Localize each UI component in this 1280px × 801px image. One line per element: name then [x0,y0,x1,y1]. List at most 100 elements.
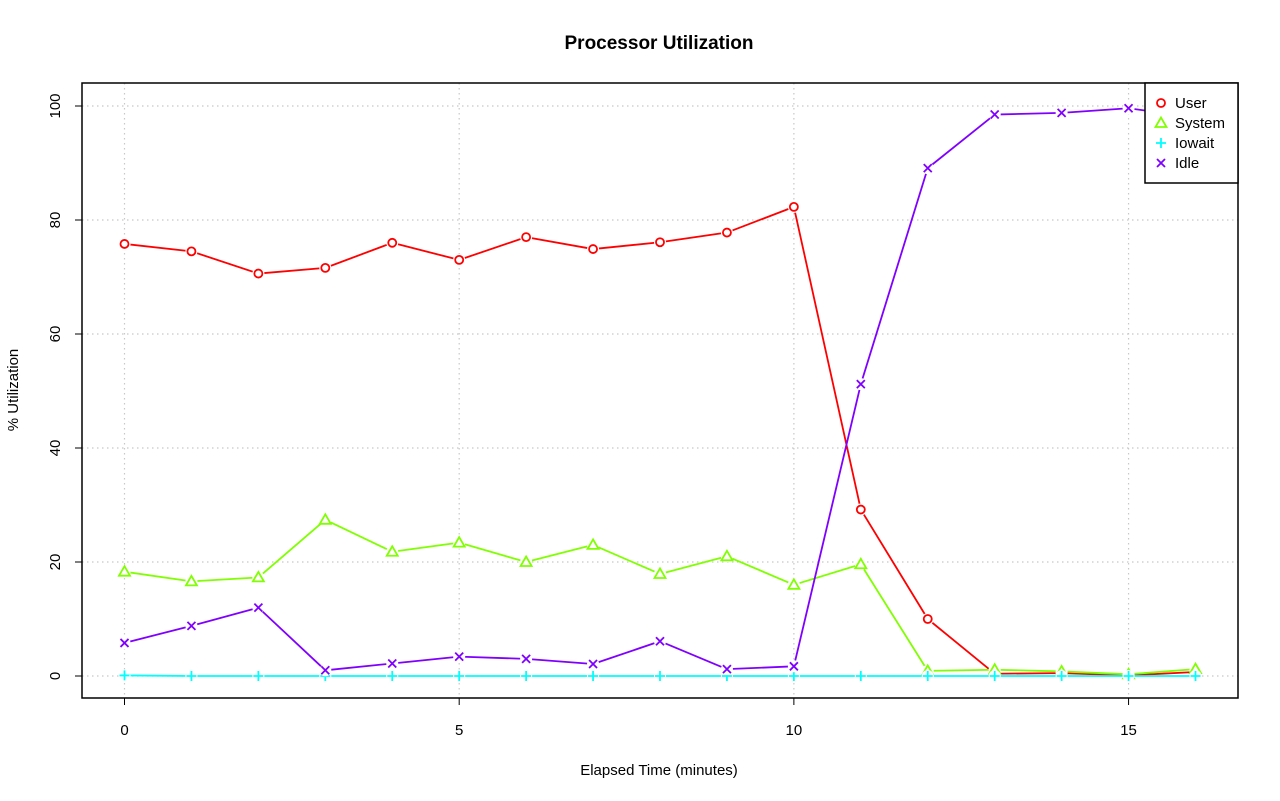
data-point-idle [1123,103,1134,113]
x-axis-label: Elapsed Time (minutes) [580,762,738,779]
data-point-idle [990,109,1000,120]
data-point-idle [856,379,866,389]
series-iowait [118,669,1202,682]
data-point-iowait [655,671,665,681]
data-point-idle [454,651,464,662]
y-tick-label: 80 [47,212,64,229]
series-line-idle [124,107,1196,672]
x-tick-label: 0 [120,722,128,739]
data-point-idle [923,163,933,173]
data-point-idle [588,659,598,669]
legend: User System Iowait Idle [1144,82,1239,184]
y-axis-label: % Utilization [5,349,22,432]
data-point-user [320,262,331,273]
y-tick-label: 100 [47,93,64,118]
data-point-user [454,254,465,265]
legend-item-iowait: Iowait [1156,135,1215,152]
legend-label-iowait: Iowait [1175,135,1215,152]
data-point-user [855,504,866,515]
x-tick-label: 10 [786,722,803,739]
marker-gap [252,571,265,584]
data-point-system [586,537,601,550]
series-line-user [124,205,1196,677]
marker-gap [854,558,867,571]
data-point-idle [521,654,531,664]
chart-title: Processor Utilization [565,33,754,54]
marker-gap [118,565,131,578]
y-tick-label: 20 [47,554,64,571]
data-point-iowait [1190,671,1201,681]
legend-label-system: System [1175,115,1225,132]
data-point-system [853,556,868,570]
data-point-system [184,574,199,587]
data-point-system [786,577,801,590]
y-tick-label: 0 [47,672,64,680]
data-point-system [652,566,668,579]
data-point-idle [722,664,732,674]
x-tick-label: 15 [1120,722,1137,739]
data-point-iowait [788,671,799,681]
x-tick-label: 5 [455,722,463,739]
marker-gap [520,556,533,568]
series-system [117,512,1203,681]
data-point-user [387,237,398,248]
data-point-iowait [521,671,532,681]
marker-gap [654,567,666,580]
data-point-system [519,554,534,567]
data-point-idle [789,661,799,671]
marker-gap [787,578,800,591]
data-point-iowait [1056,671,1067,681]
data-point-user [588,244,598,254]
data-point-iowait [253,671,264,681]
legend-marker-idle [1156,158,1166,168]
data-point-iowait [119,670,130,681]
marker-gap [319,513,332,526]
data-point-system [117,564,132,577]
data-point-user [922,614,933,624]
y-tick-label: 40 [47,440,64,457]
series-line-system [124,518,1196,676]
data-point-iowait [855,671,866,681]
data-point-user [119,239,130,249]
marker-gap [386,545,399,558]
legend-item-user: User [1156,95,1207,112]
data-point-user [788,201,799,212]
data-point-user [253,268,264,279]
data-point-system [719,549,734,562]
legend-marker-iowait [1156,138,1166,148]
data-point-user [521,232,532,243]
y-axis: 0 20 40 60 80 100 [47,93,82,680]
data-point-user [655,237,665,248]
data-point-idle [655,636,665,646]
plot-frame [81,82,1239,699]
data-point-idle [387,658,397,669]
series-user [118,200,1202,682]
data-point-idle [186,621,197,631]
legend-marker-user [1156,98,1166,108]
data-point-system [385,544,400,557]
data-point-system [452,535,467,548]
data-point-user [722,227,732,238]
data-point-idle [119,638,130,648]
legend-label-idle: Idle [1175,155,1199,172]
data-point-iowait [387,671,398,681]
series-layer [117,102,1203,682]
data-point-system [318,512,333,525]
data-point-iowait [588,671,599,681]
y-tick-label: 60 [47,326,64,343]
data-point-system [251,570,266,583]
legend-marker-system [1153,115,1169,128]
data-point-iowait [989,671,1000,681]
data-point-iowait [454,671,465,681]
marker-gap [587,538,600,551]
marker-gap [453,536,466,549]
legend-label-user: User [1175,95,1207,112]
marker-gap [720,550,733,563]
data-point-idle [1056,108,1067,118]
series-idle [118,102,1202,677]
marker-gap [185,575,198,588]
data-point-iowait [922,671,933,681]
data-point-iowait [1123,671,1134,681]
x-axis: 0 5 10 15 [120,698,1137,739]
